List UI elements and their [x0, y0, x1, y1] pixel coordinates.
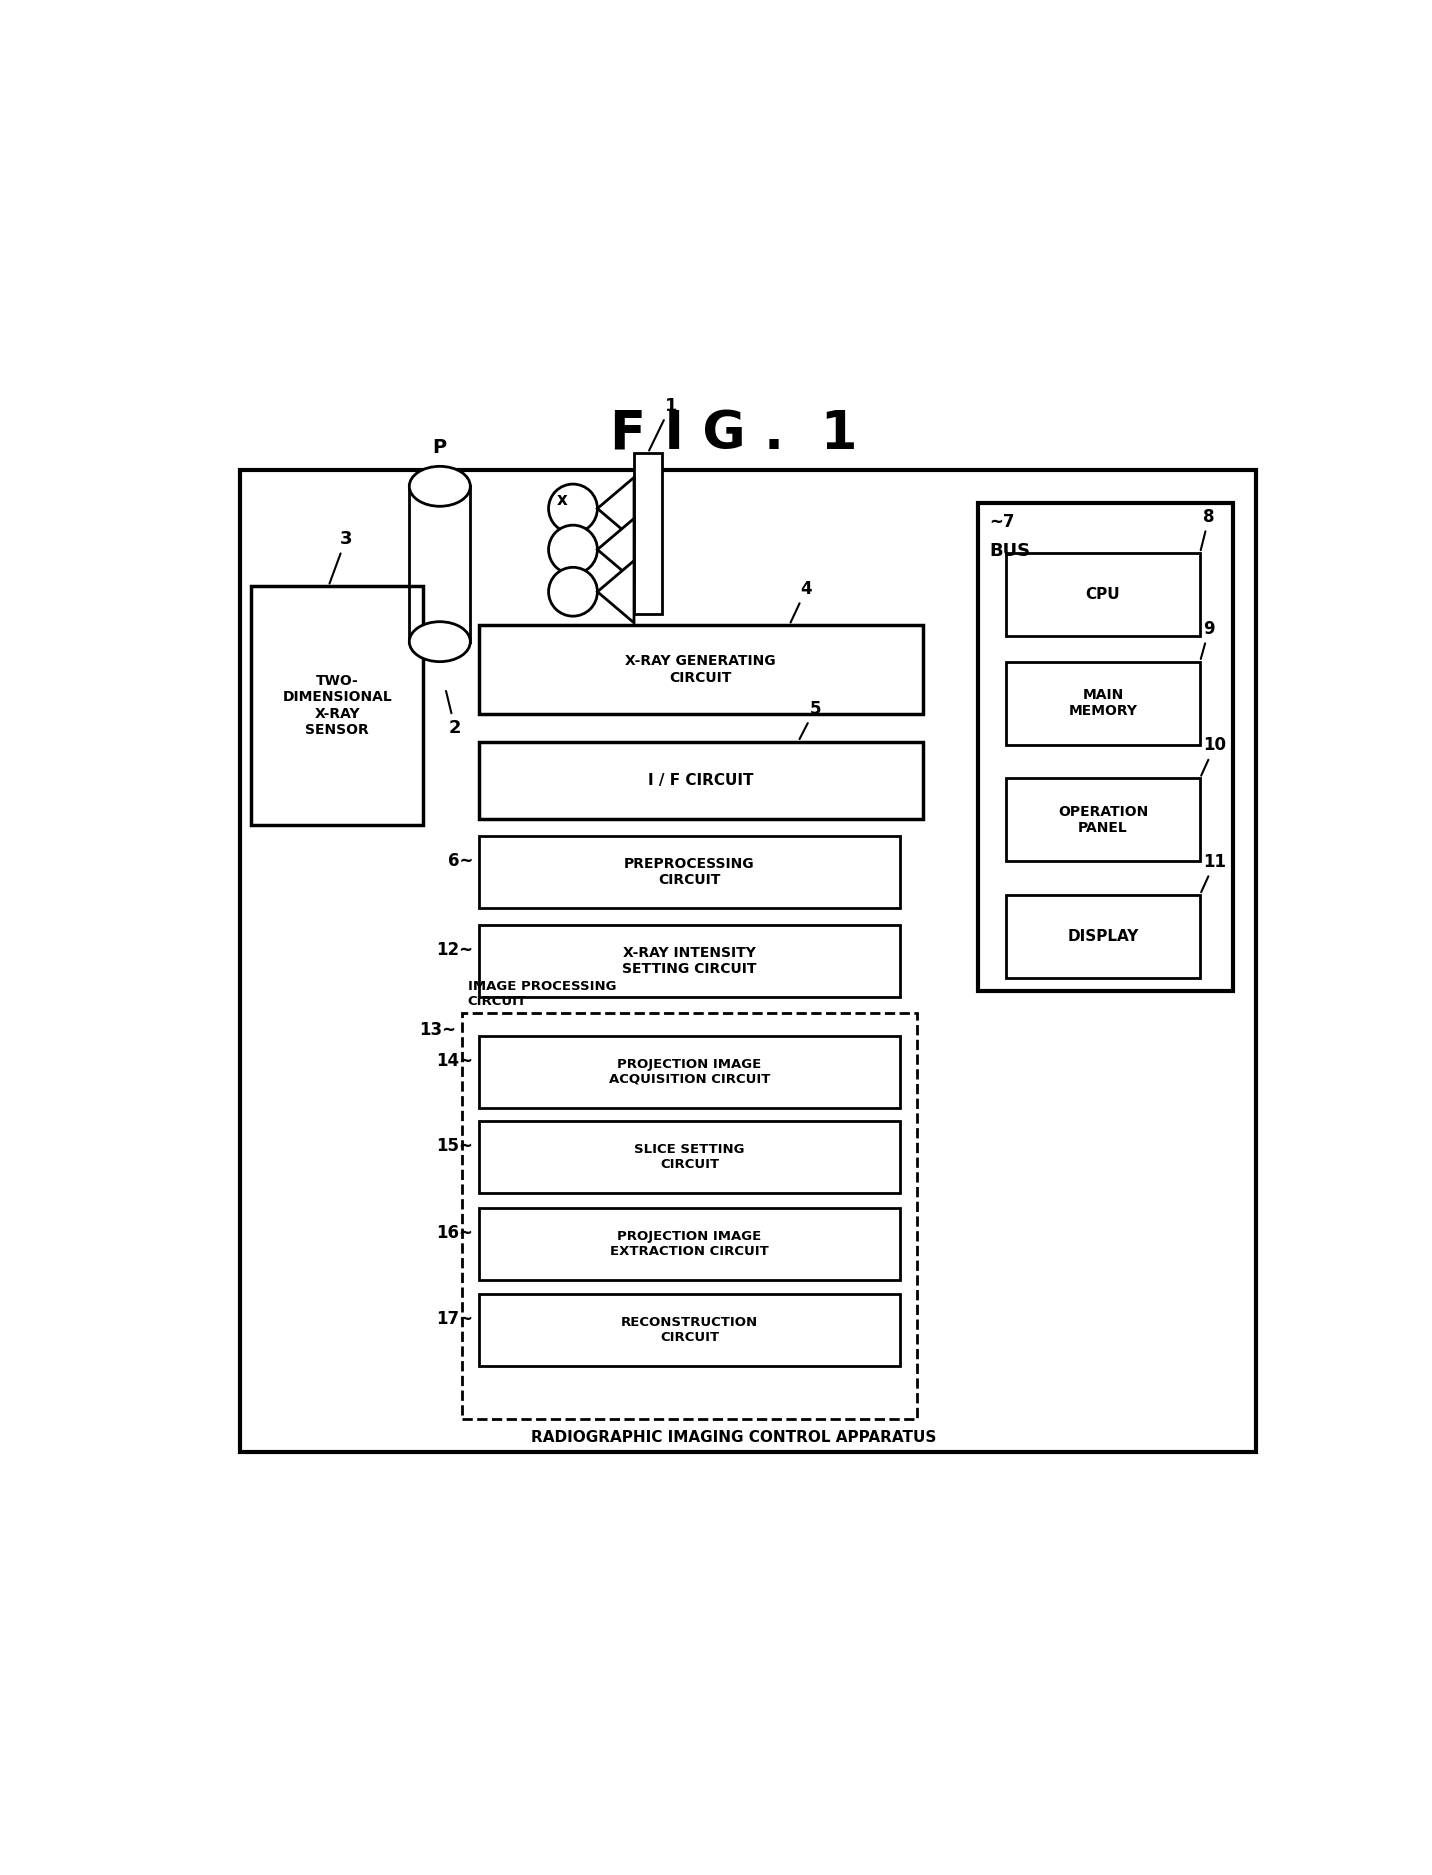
Text: 14~: 14~ [437, 1052, 473, 1071]
Text: F I G .  1: F I G . 1 [610, 409, 858, 459]
Text: 9: 9 [1201, 621, 1214, 658]
Polygon shape [597, 519, 634, 581]
Text: 11: 11 [1201, 853, 1226, 892]
Bar [1005, 778, 1200, 861]
Text: TWO-
DIMENSIONAL
X-RAY
SENSOR: TWO- DIMENSIONAL X-RAY SENSOR [282, 675, 392, 737]
Polygon shape [597, 478, 634, 540]
Bar [478, 1121, 901, 1192]
Text: X-RAY GENERATING
CIRCUIT: X-RAY GENERATING CIRCUIT [626, 654, 776, 684]
Text: PROJECTION IMAGE
ACQUISITION CIRCUIT: PROJECTION IMAGE ACQUISITION CIRCUIT [609, 1058, 770, 1086]
Bar [1005, 894, 1200, 979]
Bar [478, 1294, 901, 1367]
Bar [478, 624, 922, 714]
Bar [1005, 553, 1200, 636]
Bar [478, 741, 922, 819]
Text: 1: 1 [649, 398, 677, 450]
Bar [478, 1208, 901, 1281]
Bar [478, 1035, 901, 1108]
Text: X-RAY INTENSITY
SETTING CIRCUIT: X-RAY INTENSITY SETTING CIRCUIT [623, 945, 756, 975]
Bar [241, 469, 1256, 1451]
Ellipse shape [410, 622, 470, 662]
Ellipse shape [377, 634, 504, 682]
Ellipse shape [410, 467, 470, 506]
Text: I / F CIRCUIT: I / F CIRCUIT [647, 772, 753, 788]
Text: RECONSTRUCTION
CIRCUIT: RECONSTRUCTION CIRCUIT [621, 1316, 758, 1344]
Text: 12~: 12~ [437, 941, 473, 958]
Text: 10: 10 [1201, 737, 1226, 776]
Text: 13~: 13~ [420, 1022, 457, 1039]
Text: SLICE SETTING
CIRCUIT: SLICE SETTING CIRCUIT [634, 1144, 745, 1172]
Bar [978, 503, 1233, 992]
Text: IMAGE PROCESSING
CIRCUIT: IMAGE PROCESSING CIRCUIT [467, 981, 616, 1009]
Text: PREPROCESSING
CIRCUIT: PREPROCESSING CIRCUIT [624, 857, 755, 887]
Bar [478, 924, 901, 998]
Text: DISPLAY: DISPLAY [1067, 928, 1138, 943]
Circle shape [548, 568, 597, 617]
Text: 15~: 15~ [437, 1138, 473, 1155]
Text: P: P [432, 439, 447, 457]
Text: 8: 8 [1200, 508, 1214, 549]
Text: 5: 5 [799, 699, 821, 739]
Text: 16~: 16~ [437, 1224, 473, 1241]
Bar [634, 454, 662, 613]
Text: 6~: 6~ [448, 851, 473, 870]
Bar [1005, 662, 1200, 744]
Polygon shape [597, 561, 634, 622]
Bar [478, 836, 901, 908]
Text: CPU: CPU [1085, 587, 1120, 602]
Text: 4: 4 [790, 579, 812, 622]
Circle shape [548, 484, 597, 532]
Text: 17~: 17~ [437, 1311, 473, 1329]
Text: MAIN
MEMORY: MAIN MEMORY [1068, 688, 1137, 718]
Text: 3: 3 [329, 531, 352, 583]
Text: ~7: ~7 [990, 514, 1015, 531]
Text: OPERATION
PANEL: OPERATION PANEL [1058, 804, 1148, 834]
Text: RADIOGRAPHIC IMAGING CONTROL APPARATUS: RADIOGRAPHIC IMAGING CONTROL APPARATUS [531, 1431, 937, 1446]
Bar [463, 1014, 916, 1419]
Circle shape [548, 525, 597, 574]
Bar [251, 587, 424, 825]
Text: PROJECTION IMAGE
EXTRACTION CIRCUIT: PROJECTION IMAGE EXTRACTION CIRCUIT [610, 1230, 769, 1258]
Text: 2: 2 [445, 692, 461, 737]
Text: BUS: BUS [990, 542, 1030, 561]
Text: x: x [557, 491, 567, 508]
